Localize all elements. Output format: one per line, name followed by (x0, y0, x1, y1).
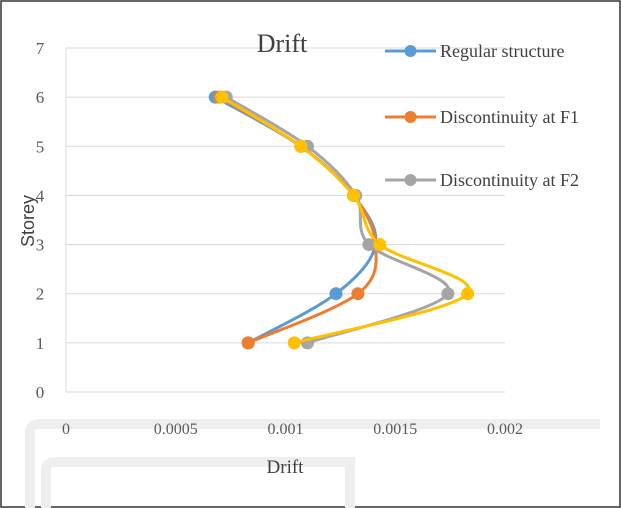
data-point (329, 287, 343, 301)
data-point (241, 336, 255, 350)
x-tick-label: 0 (62, 421, 70, 438)
y-tick-label: 1 (36, 334, 45, 353)
y-tick-label: 3 (36, 236, 45, 255)
x-tick-label: 0.001 (268, 421, 304, 438)
legend: Regular structure Discontinuity at F1 Disc… (385, 41, 579, 190)
legend-marker (404, 45, 417, 57)
x-tick-label: 0.0005 (154, 421, 198, 438)
legend-label: Discontinuity at F2 (440, 170, 579, 190)
legend-marker (404, 174, 417, 186)
x-tick-label: 0.002 (487, 421, 523, 438)
overlay-artifact-inner (41, 457, 355, 508)
legend-item: Regular structure (385, 41, 564, 61)
series-layer (208, 90, 475, 350)
y-tick-label: 0 (36, 383, 45, 402)
data-point (461, 287, 475, 301)
axes: 0 1 2 3 4 5 6 7 0 0.0005 0.001 0.0015 0.002 (36, 39, 523, 438)
overlay-artifact-outer (25, 419, 600, 508)
y-tick-label: 2 (36, 285, 45, 304)
y-axis-title: Storey (18, 195, 38, 247)
legend-label: Regular structure (440, 41, 564, 61)
y-tick-label: 6 (36, 88, 45, 107)
series-4 (215, 90, 475, 350)
y-tick-label: 7 (36, 39, 45, 58)
data-point (294, 139, 308, 153)
legend-marker (404, 111, 417, 123)
x-tick-label: 0.0015 (373, 421, 417, 438)
chart-title: Drift (257, 29, 308, 58)
x-axis-title: Drift (267, 457, 305, 478)
legend-item: Discontinuity at F1 (385, 107, 579, 127)
y-tick-label: 5 (36, 137, 45, 156)
y-tick-label: 4 (36, 186, 45, 205)
data-point (347, 188, 361, 202)
legend-label: Discontinuity at F1 (440, 107, 579, 127)
gridlines (66, 47, 505, 344)
data-point (373, 238, 387, 252)
legend-item: Discontinuity at F2 (385, 170, 579, 190)
data-point (441, 287, 455, 301)
data-point (351, 287, 365, 301)
data-point (287, 336, 301, 350)
data-point (215, 90, 229, 104)
data-point (362, 238, 376, 252)
